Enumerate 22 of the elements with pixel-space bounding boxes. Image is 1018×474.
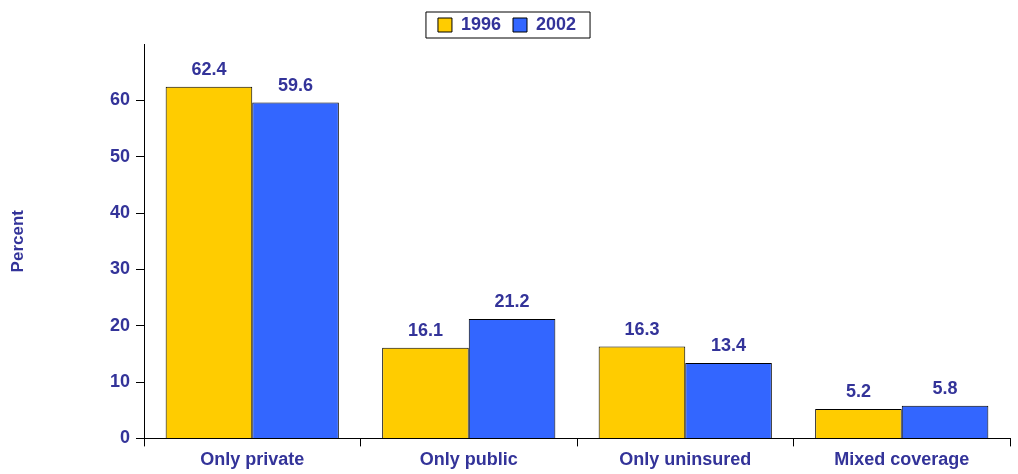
legend-label: 2002	[536, 13, 577, 34]
data-label: 13.4	[711, 334, 747, 355]
data-label: 5.8	[932, 377, 958, 398]
y-tick-label: 20	[109, 314, 130, 335]
x-tick-label: Only private	[200, 449, 305, 470]
x-tick-label: Only uninsured	[619, 449, 752, 470]
data-label: 21.2	[494, 290, 530, 311]
y-tick-label: 40	[109, 202, 130, 222]
data-label: 59.6	[278, 74, 314, 95]
data-label: 16.3	[624, 318, 660, 339]
data-label: 16.1	[407, 319, 443, 340]
data-label: 5.2	[845, 381, 871, 402]
y-tick-label: 60	[109, 89, 130, 110]
x-tick-label: Only public	[419, 449, 518, 470]
y-tick-label: 0	[119, 427, 130, 448]
legend-label: 1996	[460, 13, 501, 34]
y-tick-label: 50	[109, 145, 130, 166]
y-tick-label: 30	[109, 258, 130, 279]
data-label: 62.4	[191, 58, 227, 79]
y-tick-label: 10	[109, 371, 130, 392]
y-axis-title: Percent	[7, 209, 27, 273]
x-tick-label: Mixed coverage	[834, 449, 970, 470]
